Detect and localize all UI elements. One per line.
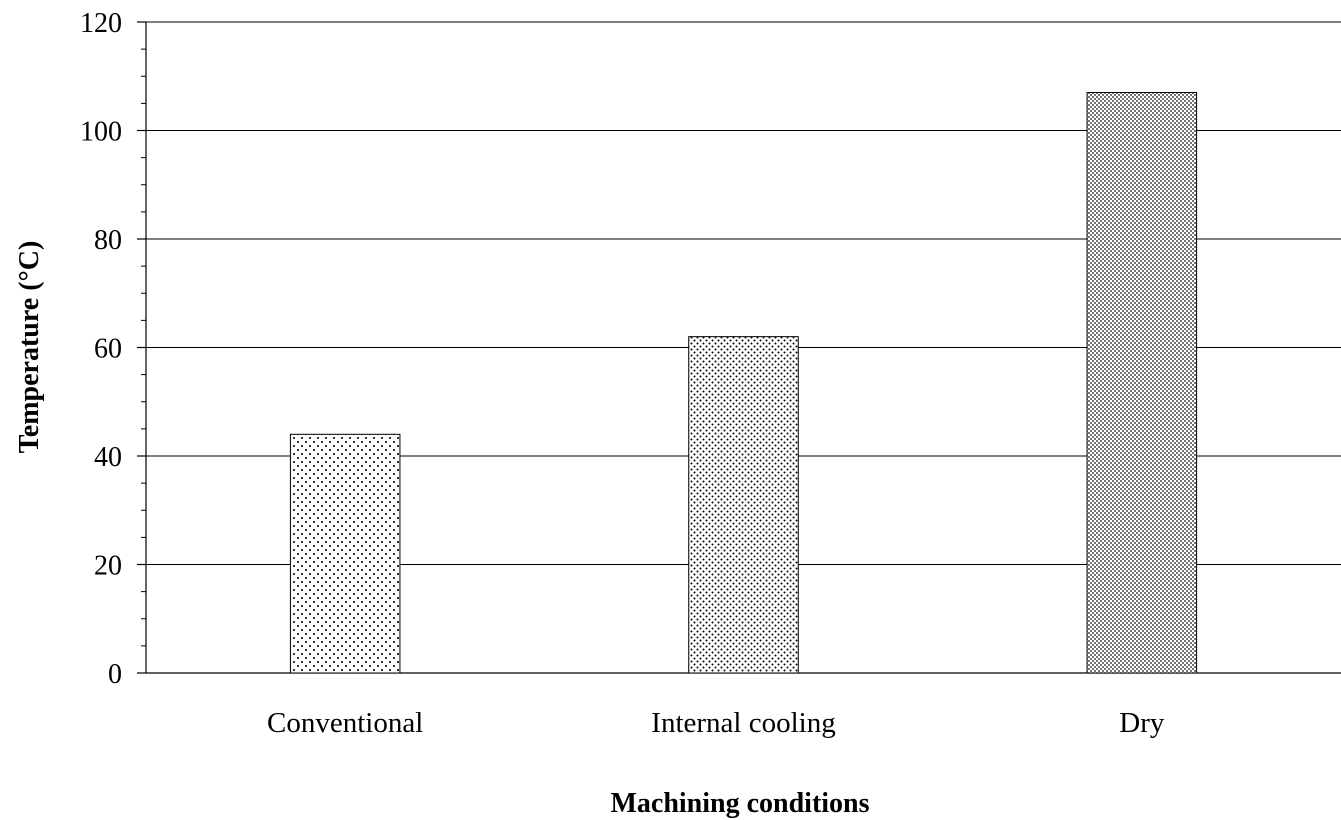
y-tick-labels: 0 20 40 60 80 100 120 [80, 8, 122, 690]
y-tick-label: 40 [94, 442, 122, 473]
y-tick-label: 20 [94, 551, 122, 582]
x-tick-label: Internal cooling [651, 707, 835, 739]
y-axis-title: Temperature (°C) [14, 241, 45, 454]
y-tick-label: 0 [108, 659, 122, 690]
bar-dry [1086, 92, 1198, 674]
bar-internal-cooling [688, 336, 799, 674]
x-tick-label: Conventional [267, 707, 423, 739]
bar-conventional [289, 433, 401, 674]
y-tick-label: 60 [94, 334, 122, 365]
x-tick-labels: Conventional Internal cooling Dry [267, 707, 1165, 739]
bars [289, 92, 1198, 674]
x-axis-title: Machining conditions [610, 788, 869, 819]
y-tick-label: 120 [80, 8, 122, 39]
y-tick-label: 100 [80, 117, 122, 148]
y-tick-label: 80 [94, 225, 122, 256]
x-tick-label: Dry [1119, 707, 1165, 739]
